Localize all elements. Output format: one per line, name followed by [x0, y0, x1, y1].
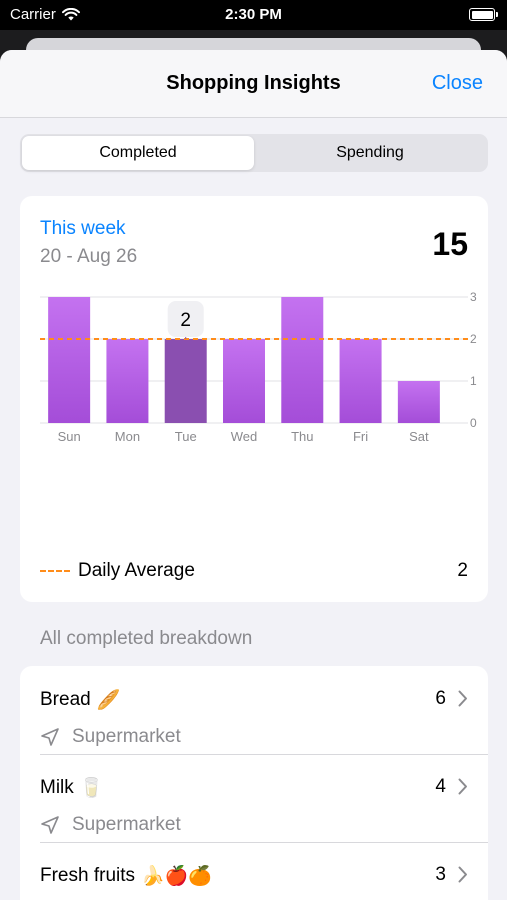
segment-spending-label: Spending: [336, 144, 404, 161]
store-name: Supermarket: [72, 726, 181, 747]
y-tick-label: 2: [470, 332, 477, 346]
x-tick-label: Sat: [409, 429, 429, 444]
segmented-control: Completed Spending: [20, 134, 488, 172]
insights-sheet: Shopping Insights Close Completed Spendi…: [0, 50, 507, 900]
chevron-right-icon: [458, 778, 467, 795]
y-tick-label: 1: [470, 374, 477, 388]
status-bar: Carrier 2:30 PM: [0, 0, 507, 30]
close-button[interactable]: Close: [431, 72, 483, 94]
item-store: Supermarket: [40, 726, 181, 748]
location-arrow-icon: [41, 728, 59, 746]
bar-sun: [48, 297, 91, 423]
legend: Daily Average: [40, 560, 195, 582]
item-title: Milk 🥛: [40, 776, 103, 800]
breakdown-list: Bread 🥖 6 Supermarket Milk 🥛 4 Supermark…: [20, 666, 488, 900]
chart-card: This week 20 - Aug 26 15 0 1 2 3 Sun Mon Tue We…: [20, 196, 488, 602]
item-store: Supermarket: [40, 814, 181, 836]
bar-sat: [397, 381, 440, 423]
carrier-info: Carrier: [10, 6, 80, 23]
x-tick-label: Fri: [353, 429, 368, 444]
segment-completed[interactable]: Completed: [22, 136, 254, 170]
location-arrow-icon: [41, 816, 59, 834]
bar-chart[interactable]: 0 1 2 3 Sun Mon Tue Wed Thu Fri Sat 2: [20, 196, 488, 556]
item-name: Fresh fruits: [40, 865, 136, 886]
bar-wed: [223, 339, 265, 423]
chevron-right-icon: [458, 866, 467, 883]
bar-tue: [164, 339, 207, 423]
segment-completed-label: Completed: [99, 144, 177, 161]
item-count: 6: [435, 688, 446, 709]
x-tick-label: Thu: [291, 429, 313, 444]
fruits-emoji-icon: 🍌🍎🍊: [141, 866, 213, 887]
item-count: 4: [435, 776, 446, 797]
item-name: Milk: [40, 777, 74, 798]
wifi-icon: [61, 8, 80, 21]
legend-label: Daily Average: [78, 560, 195, 581]
bar-fri: [339, 339, 382, 423]
average-value: 2: [457, 560, 468, 581]
period-label: This week: [40, 218, 126, 239]
item-count: 3: [435, 864, 446, 885]
carrier-label: Carrier: [10, 6, 56, 23]
x-tick-label: Tue: [175, 429, 197, 444]
tooltip-value: 2: [180, 310, 191, 331]
segment-spending[interactable]: Spending: [254, 136, 486, 170]
status-time: 2:30 PM: [225, 6, 282, 23]
total-count: 15: [432, 226, 468, 262]
navigation-bar: Shopping Insights Close: [0, 50, 507, 118]
y-tick-label: 3: [470, 290, 477, 304]
battery-icon: [469, 8, 498, 21]
average-line-swatch: [40, 570, 70, 572]
item-title: Bread 🥖: [40, 688, 120, 712]
y-tick-label: 0: [470, 416, 477, 430]
list-item[interactable]: Bread 🥖 6 Supermarket: [20, 666, 488, 754]
x-tick-label: Mon: [115, 429, 140, 444]
item-title: Fresh fruits 🍌🍎🍊: [40, 864, 212, 888]
item-name: Bread: [40, 689, 91, 710]
bar-mon: [106, 339, 149, 423]
x-tick-label: Sun: [58, 429, 81, 444]
list-item[interactable]: Milk 🥛 4 Supermarket: [20, 754, 488, 842]
milk-emoji-icon: 🥛: [79, 778, 104, 799]
date-range: 20 - Aug 26: [40, 246, 138, 267]
store-name: Supermarket: [72, 814, 181, 835]
page-title: Shopping Insights: [166, 72, 341, 94]
chevron-right-icon: [458, 690, 467, 707]
bar-thu: [281, 297, 324, 423]
breakdown-header: All completed breakdown: [40, 628, 253, 649]
bread-emoji-icon: 🥖: [96, 690, 121, 711]
tooltip-bubble: [167, 301, 204, 337]
list-item[interactable]: Fresh fruits 🍌🍎🍊 3: [20, 842, 488, 900]
x-tick-label: Wed: [231, 429, 258, 444]
